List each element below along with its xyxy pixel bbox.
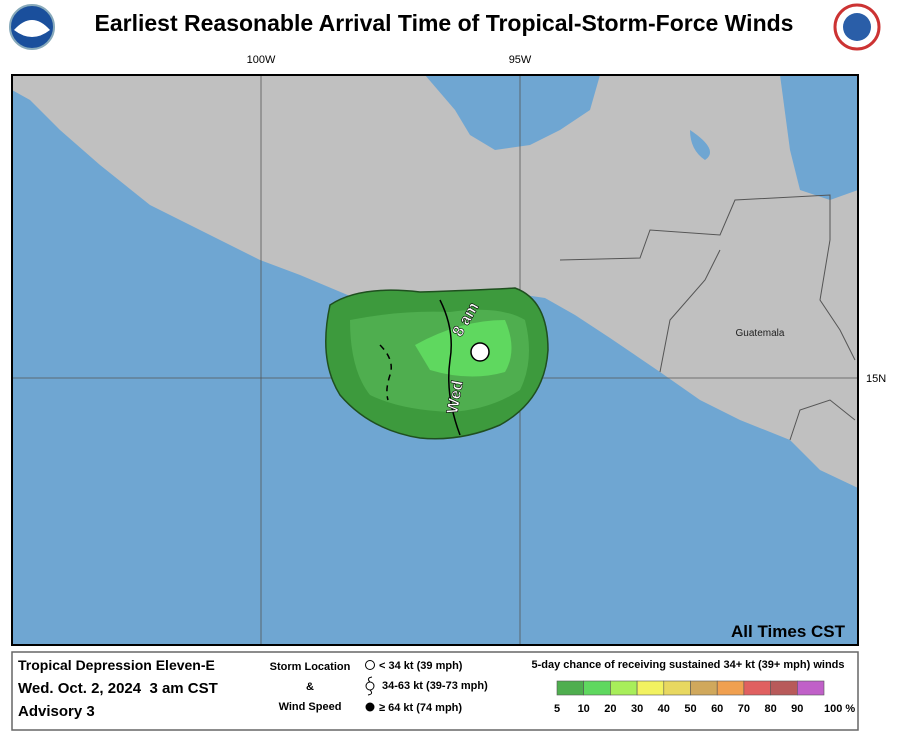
gulf <box>425 75 600 150</box>
wind-area-20 <box>415 320 512 377</box>
legend-swatch <box>663 680 691 696</box>
key-item: ≥ 64 kt (74 mph) <box>379 702 462 714</box>
map-frame <box>11 74 859 646</box>
noaa-logo-bird <box>14 20 50 37</box>
lake <box>690 130 710 160</box>
key-icon <box>365 676 375 696</box>
legend-tick-label: 60 <box>711 703 723 715</box>
place-label: Guatemala <box>736 328 785 339</box>
legend-tick-label: 20 <box>604 703 616 715</box>
lon-label: 100W <box>247 54 276 66</box>
advisory-date: Wed. Oct. 2, 2024 3 am CST <box>18 680 218 697</box>
legend-swatch <box>610 680 638 696</box>
title: Earliest Reasonable Arrival Time of Trop… <box>95 10 794 36</box>
legend-tick-label: 5 <box>554 703 560 715</box>
key-title: Storm Location <box>270 661 351 673</box>
probability-legend: 5 10 20 30 40 50 60 70 80 90 100 % <box>554 680 855 715</box>
key-item: < 34 kt (39 mph) <box>379 660 463 672</box>
isochrone <box>439 299 461 436</box>
map: 8 am Wed Guatemala All Times CST <box>11 74 859 646</box>
legend-swatch <box>690 680 718 696</box>
key-icon <box>365 660 375 670</box>
legend-tick-label: 40 <box>658 703 670 715</box>
legend-tick-label: 70 <box>738 703 750 715</box>
storm-location <box>470 342 490 362</box>
legend-swatch <box>716 680 745 696</box>
legend-swatch <box>770 680 798 696</box>
legend-tick-label: 80 <box>764 703 776 715</box>
borders <box>559 194 856 441</box>
lon-label: 95W <box>509 54 532 66</box>
advisory-number: Advisory 3 <box>18 703 95 720</box>
key-title: & <box>306 681 314 693</box>
legend-tick-label: 10 <box>578 703 590 715</box>
key-icon <box>365 702 375 712</box>
probability-title: 5-day chance of receiving sustained 34+ … <box>532 659 845 671</box>
legend-swatch <box>796 680 825 696</box>
key-item: 34-63 kt (39-73 mph) <box>382 680 488 692</box>
legend-swatch <box>743 680 771 696</box>
legend-tick-label: 100 % <box>824 703 855 715</box>
land <box>12 75 858 488</box>
legend-tick-label: 90 <box>791 703 803 715</box>
time-label: Wed <box>444 379 467 415</box>
legend-swatch <box>636 680 665 696</box>
isochrone <box>379 344 392 401</box>
caribbean <box>780 75 858 200</box>
storm-name: Tropical Depression Eleven-E <box>18 657 215 673</box>
nws-logo-inner <box>843 13 871 41</box>
legend-tick-label: 50 <box>684 703 696 715</box>
legend-swatch <box>583 680 611 696</box>
time-note: All Times CST <box>731 622 846 641</box>
lat-label: 15N <box>866 373 886 385</box>
legend-swatch <box>556 680 585 696</box>
key-title: Wind Speed <box>279 701 342 713</box>
legend-tick-label: 30 <box>631 703 643 715</box>
